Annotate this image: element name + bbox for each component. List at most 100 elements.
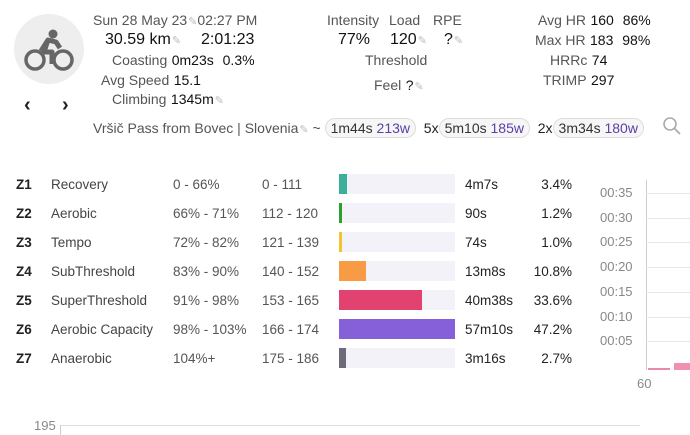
zone-bar	[339, 261, 366, 281]
zone-id: Z1	[16, 177, 32, 192]
histogram-bar	[648, 368, 670, 370]
gridline	[646, 242, 690, 244]
zone-time: 57m10s	[465, 322, 514, 337]
zone-bar-track	[339, 319, 455, 339]
search-icon[interactable]	[662, 116, 682, 141]
zone-row: Z4 SubThreshold 83% - 90% 140 - 152 13m8…	[0, 261, 590, 283]
activity-distance[interactable]: 30.59 km✎	[105, 31, 182, 48]
zone-id: Z2	[16, 206, 32, 221]
edit-pencil-icon: ✎	[171, 35, 182, 47]
interval-chip[interactable]: 1m44s 213w	[324, 118, 416, 138]
zone-bar-track	[339, 290, 455, 310]
zone-time: 74s	[465, 235, 487, 250]
zone-bar-track	[339, 348, 455, 368]
zone-pct-range: 83% - 90%	[173, 264, 240, 279]
gridline	[646, 316, 690, 318]
zone-bar	[339, 290, 422, 310]
feel-value[interactable]: Feel ?✎	[374, 77, 424, 93]
zone-pct-range: 98% - 103%	[173, 322, 247, 337]
rpe-value[interactable]: ?✎	[444, 31, 464, 48]
y-tick: 00:30	[600, 209, 633, 225]
zone-name: Aerobic Capacity	[51, 322, 154, 337]
zone-bar	[339, 203, 342, 223]
zone-name: SuperThreshold	[51, 293, 148, 308]
zone-pct-range: 66% - 71%	[173, 206, 240, 221]
gridline	[646, 267, 690, 269]
zone-share: 33.6%	[533, 293, 572, 308]
activity-date[interactable]: Sun 28 May 23✎02:27 PM	[93, 12, 258, 28]
zone-row: Z1 Recovery 0 - 66% 0 - 111 4m7s 3.4%	[0, 174, 590, 196]
zone-time: 4m7s	[465, 177, 499, 192]
zone-bar	[339, 232, 342, 252]
zone-id: Z4	[16, 264, 32, 279]
y-tick: 00:15	[600, 283, 633, 299]
y-tick: 00:35	[600, 185, 633, 200]
zone-share: 1.0%	[541, 235, 572, 250]
gridline	[646, 291, 690, 293]
zone-time: 90s	[465, 206, 487, 221]
zone-hr-range: 153 - 165	[262, 293, 320, 308]
zone-share: 10.8%	[533, 264, 572, 279]
gridline	[646, 341, 690, 343]
zone-id: Z3	[16, 235, 32, 250]
zone-share: 2.7%	[541, 351, 572, 366]
interval-chip[interactable]: 5m10s 185w	[438, 118, 530, 138]
zone-time: 40m38s	[465, 293, 514, 308]
zone-name: Recovery	[51, 177, 109, 192]
zone-row: Z7 Anaerobic 104%+ 175 - 186 3m16s 2.7%	[0, 348, 590, 370]
edit-pencil-icon: ✎	[188, 16, 198, 28]
zone-name: SubThreshold	[51, 264, 136, 279]
zone-pct-range: 104%+	[173, 351, 216, 366]
zone-pct-range: 91% - 98%	[173, 293, 240, 308]
zone-time: 3m16s	[465, 351, 506, 366]
zone-hr-range: 175 - 186	[262, 351, 320, 366]
zone-share: 47.2%	[533, 322, 572, 337]
intervals-line: Vršič Pass from Bovec | Slovenia✎ ~ 1m44…	[93, 118, 644, 138]
y-tick: 00:20	[600, 259, 633, 275]
gridline	[646, 193, 690, 194]
zone-bar-track	[339, 232, 455, 252]
zone-id: Z7	[16, 351, 32, 366]
edit-pencil-icon[interactable]: ✎	[214, 95, 224, 107]
zone-bar	[339, 348, 346, 368]
zone-bar	[339, 174, 348, 194]
zone-share: 1.2%	[541, 206, 572, 221]
y-tick: 195	[34, 418, 56, 433]
zone-row: Z2 Aerobic 66% - 71% 112 - 120 90s 1.2%	[0, 203, 590, 225]
zone-bar-track	[339, 174, 455, 194]
zone-hr-range: 166 - 174	[262, 322, 320, 337]
y-tick: 00:10	[600, 308, 633, 324]
zone-row: Z5 SuperThreshold 91% - 98% 153 - 165 40…	[0, 290, 590, 312]
zone-share: 3.4%	[541, 177, 572, 192]
next-activity-button[interactable]: ›	[62, 94, 69, 116]
zone-pct-range: 72% - 82%	[173, 235, 240, 250]
zone-bar	[339, 319, 455, 339]
zone-bar-track	[339, 203, 455, 223]
zone-name: Anaerobic	[51, 351, 112, 366]
y-tick: 00:25	[600, 234, 633, 250]
zone-hr-range: 121 - 139	[262, 235, 320, 250]
zone-row: Z6 Aerobic Capacity 98% - 103% 166 - 174…	[0, 319, 590, 341]
zone-time: 13m8s	[465, 264, 506, 279]
activity-title[interactable]: Vršič Pass from Bovec | Slovenia	[93, 120, 299, 136]
zone-pct-range: 0 - 66%	[173, 177, 220, 192]
zone-name: Aerobic	[51, 206, 97, 221]
zone-id: Z5	[16, 293, 32, 308]
zone-row: Z3 Tempo 72% - 82% 121 - 139 74s 1.0%	[0, 232, 590, 254]
zone-name: Tempo	[51, 235, 92, 250]
bike-icon	[24, 29, 74, 71]
prev-activity-button[interactable]: ‹	[24, 94, 31, 116]
activity-avatar	[14, 14, 84, 84]
activity-duration: 2:01:23	[201, 31, 255, 48]
y-tick: 00:05	[600, 333, 633, 349]
zone-bar-track	[339, 261, 455, 281]
load-value[interactable]: 120✎	[390, 31, 427, 48]
x-tick: 60	[637, 376, 652, 391]
zone-hr-range: 140 - 152	[262, 264, 320, 279]
gridline	[646, 217, 690, 219]
zone-hr-range: 0 - 111	[262, 177, 303, 192]
zone-id: Z6	[16, 322, 32, 337]
histogram-bar	[674, 363, 690, 370]
zone-hr-range: 112 - 120	[262, 206, 319, 221]
interval-chip[interactable]: 3m34s 180w	[552, 118, 644, 138]
